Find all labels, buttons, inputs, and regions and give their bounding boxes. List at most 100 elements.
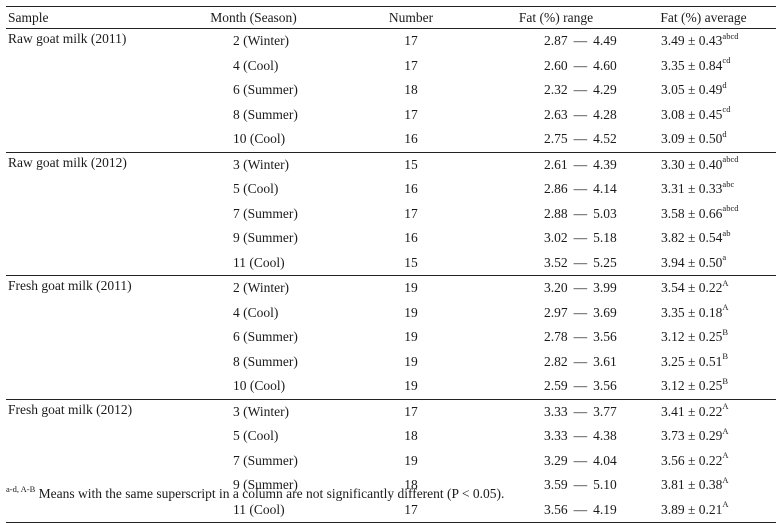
range-high: 5.25 — [593, 254, 617, 270]
average-superscript: cd — [722, 104, 731, 115]
cell-month: 6 (Summer) — [233, 329, 298, 345]
cell-sample — [6, 177, 166, 202]
fat-content-table-container: Sample Month (Season) Number Fat (%) ran… — [6, 6, 776, 523]
header-row: Sample Month (Season) Number Fat (%) ran… — [6, 6, 776, 29]
cell-fat-range: 2.78 — 3.56 — [481, 325, 631, 350]
cell-number: 19 — [404, 452, 418, 468]
average-value: 3.58 ± 0.66 — [661, 205, 723, 221]
cell-month: 7 (Summer) — [233, 205, 298, 221]
range-high: 3.99 — [593, 280, 617, 296]
header-fat-average: Fat (%) average — [631, 6, 776, 29]
table-row: 8 (Summer) 17 2.63 — 4.28 3.08 ± 0.45cd — [6, 103, 776, 128]
range-high: 5.18 — [593, 230, 617, 246]
range-high: 4.04 — [593, 452, 617, 468]
cell-number: 17 — [404, 33, 418, 49]
cell-fat-average: 3.12 ± 0.25B — [631, 374, 776, 400]
average-value: 3.49 ± 0.43 — [661, 33, 723, 49]
cell-sample: Raw goat milk (2011) — [8, 31, 127, 46]
range-separator: — — [573, 452, 588, 468]
cell-number: 16 — [404, 181, 418, 197]
cell-month: 8 (Summer) — [233, 106, 298, 122]
range-high: 5.03 — [593, 205, 617, 221]
average-superscript: a — [722, 252, 727, 263]
cell-fat-range: 3.29 — 4.04 — [481, 449, 631, 474]
cell-number: 19 — [341, 374, 481, 400]
range-low: 3.56 — [544, 501, 568, 517]
cell-month: 3 (Winter) — [233, 403, 290, 419]
cell-fat-average: 3.56 ± 0.22A — [631, 449, 776, 474]
cell-sample: Fresh goat milk (2011) — [8, 278, 132, 293]
range-separator: — — [573, 131, 588, 147]
cell-fat-average: 3.05 ± 0.49d — [631, 78, 776, 103]
range-high: 4.14 — [593, 181, 617, 197]
cell-sample — [6, 127, 166, 153]
average-superscript: A — [722, 302, 729, 313]
average-value: 3.73 ± 0.29 — [661, 428, 723, 444]
range-low: 3.20 — [544, 280, 568, 296]
table-row: 11 (Cool) 15 3.52 — 5.25 3.94 ± 0.50a — [6, 250, 776, 276]
cell-fat-average: 3.49 ± 0.43abcd — [631, 29, 776, 54]
table-row: Fresh goat milk (2012) 3 (Winter) 17 3.33—3… — [6, 399, 776, 424]
cell-month: 4 (Cool) — [233, 304, 279, 320]
footnote-superscript: a-d, A-B — [6, 483, 36, 494]
cell-number: 18 — [404, 477, 418, 493]
range-high: 4.29 — [593, 82, 617, 98]
range-high: 4.39 — [593, 156, 617, 172]
cell-number: 19 — [404, 353, 418, 369]
cell-sample — [6, 301, 166, 326]
fat-content-table: Sample Month (Season) Number Fat (%) ran… — [6, 6, 776, 523]
range-low: 2.88 — [544, 205, 568, 221]
cell-number: 17 — [404, 57, 418, 73]
cell-month: 2 (Winter) — [233, 280, 290, 296]
cell-fat-average: 3.31 ± 0.33abc — [631, 177, 776, 202]
cell-fat-range: 3.59 — 5.10 — [481, 473, 631, 498]
range-separator: — — [573, 304, 588, 320]
range-separator: — — [573, 378, 588, 394]
cell-fat-average: 3.25 ± 0.51B — [631, 350, 776, 375]
header-sample: Sample — [6, 6, 166, 29]
table-footnote: a-d, A-B Means with the same superscript… — [6, 483, 504, 502]
cell-fat-range: 3.33 — 3.77 — [481, 399, 631, 424]
cell-month: 4 (Cool) — [233, 57, 279, 73]
cell-number: 19 — [404, 329, 418, 345]
cell-month: 6 (Summer) — [233, 82, 298, 98]
range-separator: — — [573, 57, 588, 73]
cell-number: 18 — [404, 428, 418, 444]
cell-fat-range: 2.97 — 3.69 — [481, 301, 631, 326]
table-row: 5 (Cool) 18 3.33 — 4.38 3.73 ± 0.29A — [6, 424, 776, 449]
cell-month: 9 (Summer) — [233, 230, 298, 246]
cell-month: 11 (Cool) — [166, 250, 341, 276]
average-superscript: A — [722, 450, 729, 461]
range-high: 3.56 — [593, 329, 617, 345]
range-separator: — — [573, 106, 588, 122]
cell-fat-average: 3.73 ± 0.29A — [631, 424, 776, 449]
range-high: 4.19 — [593, 501, 617, 517]
cell-number: 16 — [341, 127, 481, 153]
average-value: 3.12 ± 0.25 — [661, 378, 723, 394]
table-row: 7 (Summer) 17 2.88 — 5.03 3.58 ± 0.66abcd — [6, 202, 776, 227]
range-low: 2.32 — [544, 82, 568, 98]
average-value: 3.08 ± 0.45 — [661, 106, 723, 122]
cell-sample — [6, 78, 166, 103]
average-value: 3.94 ± 0.50 — [661, 254, 723, 270]
cell-fat-average: 3.30 ± 0.40abcd — [631, 152, 776, 177]
cell-sample — [6, 250, 166, 276]
range-separator: — — [573, 205, 588, 221]
cell-fat-range: 2.82 — 3.61 — [481, 350, 631, 375]
cell-sample: Fresh goat milk (2012) — [8, 401, 133, 417]
range-separator: — — [573, 280, 588, 296]
cell-sample: Raw goat milk (2012) — [8, 154, 127, 170]
range-separator: — — [573, 403, 588, 419]
range-separator: — — [573, 181, 588, 197]
average-value: 3.41 ± 0.22 — [661, 403, 723, 419]
average-value: 3.81 ± 0.38 — [661, 477, 723, 493]
range-low: 2.86 — [544, 181, 568, 197]
cell-fat-range: 3.20 — 3.99 — [481, 276, 631, 301]
cell-sample — [6, 54, 166, 79]
range-low: 3.52 — [544, 254, 568, 270]
average-value: 3.56 ± 0.22 — [661, 452, 723, 468]
average-value: 3.35 ± 0.18 — [661, 304, 723, 320]
average-value: 3.82 ± 0.54 — [661, 230, 723, 246]
average-superscript: abc — [722, 178, 735, 189]
table-row: 4 (Cool) 19 2.97 — 3.69 3.35 ± 0.18A — [6, 301, 776, 326]
